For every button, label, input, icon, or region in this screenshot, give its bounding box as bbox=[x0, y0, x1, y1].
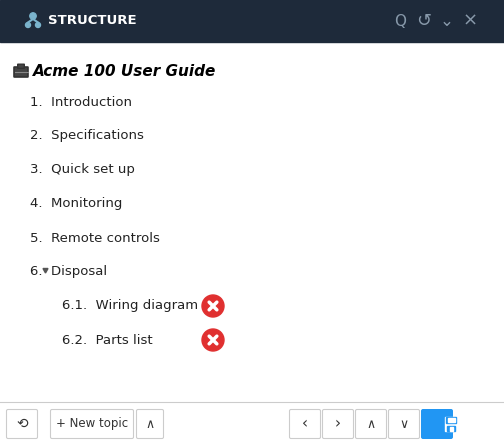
FancyBboxPatch shape bbox=[137, 409, 163, 438]
Text: ∧: ∧ bbox=[366, 417, 375, 430]
Circle shape bbox=[26, 22, 31, 28]
Text: 2.  Specifications: 2. Specifications bbox=[30, 129, 144, 143]
Text: ∨: ∨ bbox=[400, 417, 409, 430]
Bar bbox=[448, 418, 455, 422]
FancyBboxPatch shape bbox=[7, 409, 37, 438]
FancyBboxPatch shape bbox=[389, 409, 419, 438]
FancyBboxPatch shape bbox=[323, 409, 353, 438]
Text: ⟲: ⟲ bbox=[16, 417, 28, 431]
Bar bbox=[445, 417, 457, 431]
Text: 3.  Quick set up: 3. Quick set up bbox=[30, 164, 135, 177]
Text: 4.  Monitoring: 4. Monitoring bbox=[30, 198, 122, 211]
Text: ⌄: ⌄ bbox=[440, 12, 454, 30]
FancyBboxPatch shape bbox=[14, 67, 28, 77]
Text: 6.2.  Parts list: 6.2. Parts list bbox=[62, 334, 153, 347]
Text: 6.  Disposal: 6. Disposal bbox=[30, 265, 107, 278]
Text: Q: Q bbox=[394, 13, 406, 29]
FancyBboxPatch shape bbox=[289, 409, 321, 438]
Bar bbox=[0, 0, 504, 42]
FancyBboxPatch shape bbox=[421, 409, 453, 439]
FancyBboxPatch shape bbox=[18, 64, 24, 68]
Text: ×: × bbox=[463, 12, 478, 30]
Text: 6.1.  Wiring diagram: 6.1. Wiring diagram bbox=[62, 300, 198, 313]
Bar bbox=[446, 417, 456, 423]
Text: Acme 100 User Guide: Acme 100 User Guide bbox=[33, 65, 216, 79]
Text: ∧: ∧ bbox=[146, 417, 155, 430]
Bar bbox=[0, 42, 504, 402]
Circle shape bbox=[202, 295, 224, 317]
Circle shape bbox=[35, 22, 40, 28]
FancyBboxPatch shape bbox=[355, 409, 387, 438]
Text: STRUCTURE: STRUCTURE bbox=[48, 15, 137, 28]
Circle shape bbox=[30, 13, 36, 19]
Text: + New topic: + New topic bbox=[56, 417, 128, 430]
Bar bbox=[447, 426, 455, 431]
Text: ›: › bbox=[335, 417, 341, 431]
Polygon shape bbox=[43, 268, 48, 273]
FancyBboxPatch shape bbox=[50, 409, 134, 438]
Bar bbox=[450, 427, 453, 431]
Text: 5.  Remote controls: 5. Remote controls bbox=[30, 231, 160, 244]
Text: ‹: ‹ bbox=[302, 417, 308, 431]
Text: ↺: ↺ bbox=[416, 12, 431, 30]
Circle shape bbox=[202, 329, 224, 351]
Text: 1.  Introduction: 1. Introduction bbox=[30, 95, 132, 108]
Bar bbox=[0, 402, 504, 446]
